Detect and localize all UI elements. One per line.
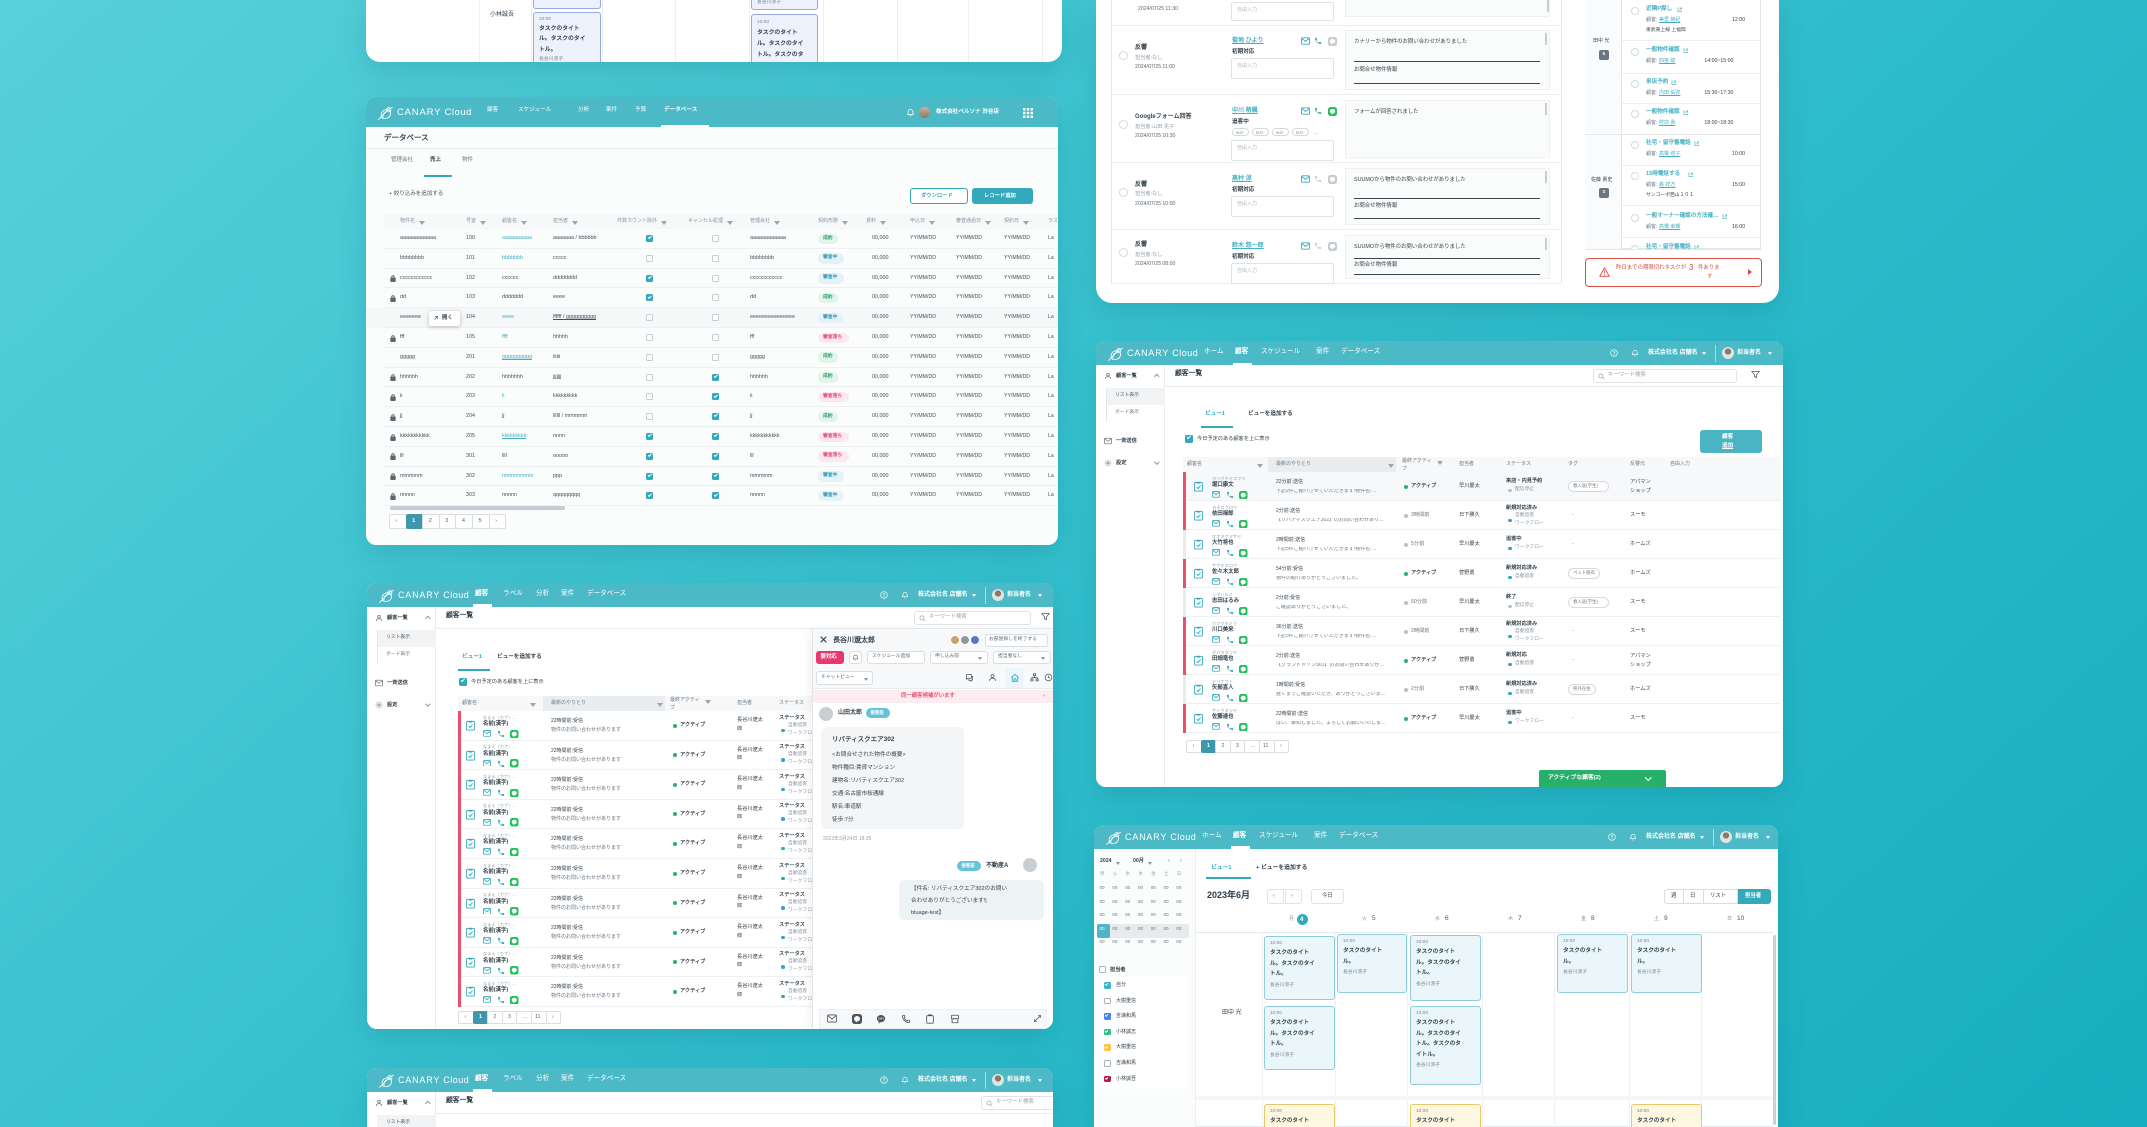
- svg-text:SMS: SMS: [878, 1017, 884, 1021]
